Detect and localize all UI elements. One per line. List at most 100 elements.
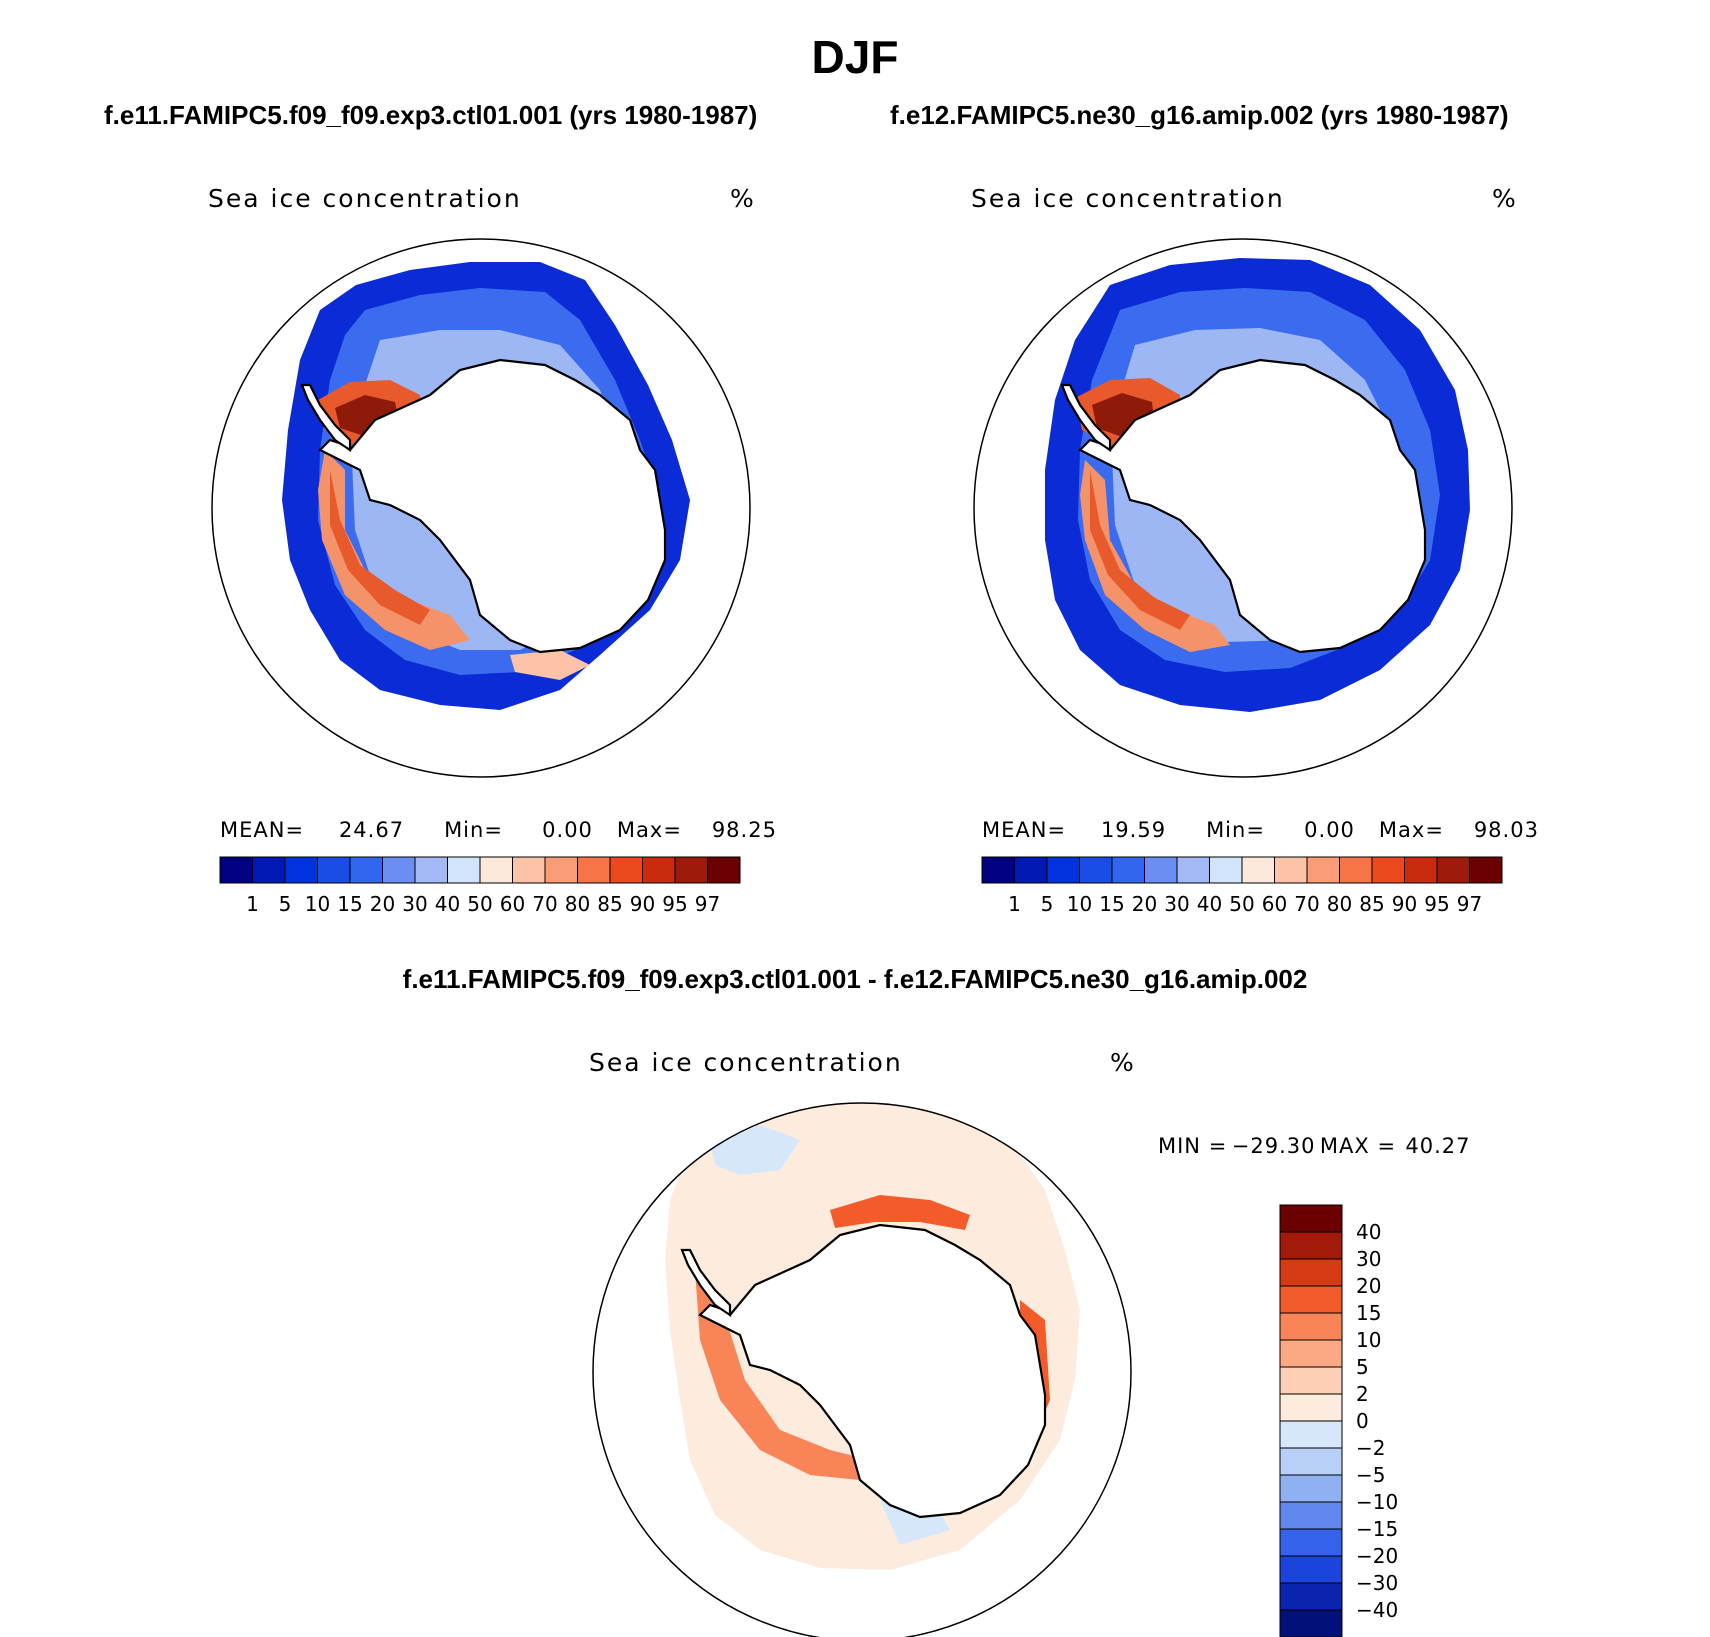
- difference-warm-rim-north: [830, 1195, 970, 1230]
- difference-min-label: MIN =: [1158, 1134, 1228, 1158]
- case-a-colorbar-tick-label: 40: [435, 892, 460, 916]
- case-b-colorbar-tick-label: 15: [1099, 892, 1124, 916]
- case-a-colorbar-tick-label: 70: [532, 892, 557, 916]
- difference-colorbar-tick-label: −5: [1356, 1463, 1385, 1487]
- case-b-stats: MEAN= 19.59 Min= 0.00 Max= 98.03: [982, 818, 1539, 842]
- case-b-ice-warm-core: [1090, 470, 1190, 630]
- case-b-title: f.e12.FAMIPC5.ne30_g16.amip.002 (yrs 198…: [890, 100, 1509, 130]
- difference-colorbar-swatch: [1279, 1447, 1343, 1476]
- case-b-colorbar-tick-label: 85: [1359, 892, 1384, 916]
- case-b-colorbar-tick-label: 60: [1262, 892, 1287, 916]
- case-b-max-label: Max=: [1378, 818, 1444, 842]
- difference-colorbar-swatch: [1279, 1609, 1343, 1637]
- case-b-colorbar-swatch: [1306, 856, 1340, 884]
- case-b-colorbar-tick-label: 5: [1041, 892, 1054, 916]
- case-a-max-value: 98.25: [711, 818, 777, 842]
- case-a-min-value: 0.00: [542, 818, 593, 842]
- case-a-colorbar-tick-label: 50: [467, 892, 492, 916]
- case-b-max-value: 98.03: [1473, 818, 1539, 842]
- difference-map: [592, 1102, 1132, 1637]
- difference-colorbar-tick-label: −10: [1356, 1490, 1398, 1514]
- case-b-colorbar-swatch: [1014, 856, 1048, 884]
- difference-colorbar-swatch: [1279, 1285, 1343, 1314]
- case-a-colorbar-swatch: [642, 856, 676, 884]
- difference-colorbar-swatch: [1279, 1258, 1343, 1287]
- difference-colorbar-swatch: [1279, 1312, 1343, 1341]
- case-b-colorbar-tick-label: 10: [1067, 892, 1092, 916]
- difference-colorbar-tick-label: 15: [1356, 1301, 1381, 1325]
- difference-colorbar-tick-label: −20: [1356, 1544, 1398, 1568]
- difference-colorbar-tick-label: 30: [1356, 1247, 1381, 1271]
- difference-colorbar-swatch: [1279, 1420, 1343, 1449]
- case-a-variable-label: Sea ice concentration: [208, 184, 522, 213]
- case-a-antarctica: [318, 358, 667, 654]
- case-a-colorbar-swatch: [447, 856, 481, 884]
- figure-title: DJF: [811, 31, 899, 83]
- case-a-colorbar-tick-label: 97: [695, 892, 720, 916]
- case-b-map: [973, 238, 1513, 778]
- case-b-colorbar-swatch: [1469, 856, 1503, 884]
- case-b-colorbar-tick-label: 20: [1132, 892, 1157, 916]
- case-b-colorbar-swatch: [1404, 856, 1438, 884]
- difference-colorbar-tick-label: −40: [1356, 1598, 1398, 1622]
- difference-units-label: %: [1110, 1048, 1136, 1077]
- case-a-ice-warm-core: [330, 470, 430, 625]
- case-a-colorbar-swatch: [512, 856, 546, 884]
- case-a-colorbar-swatch: [609, 856, 643, 884]
- case-a-colorbar-tick-label: 10: [305, 892, 330, 916]
- case-a-colorbar-swatch: [284, 856, 318, 884]
- case-b-antarctica: [1078, 358, 1427, 654]
- case-a-colorbar-swatch: [252, 856, 286, 884]
- case-b-colorbar-tick-label: 30: [1164, 892, 1189, 916]
- case-a-colorbar-tick-label: 60: [500, 892, 525, 916]
- difference-colorbar-tick-label: 20: [1356, 1274, 1381, 1298]
- case-b-colorbar-tick-label: 90: [1392, 892, 1417, 916]
- difference-colorbar-swatch: [1279, 1501, 1343, 1530]
- case-b-colorbar-swatch: [1209, 856, 1243, 884]
- case-b-colorbar-swatch: [1079, 856, 1113, 884]
- case-b-colorbar: 1 5 10 15 20 30 40 50 60 70 80 85 90 95 97: [981, 856, 1503, 916]
- case-b-colorbar-swatch: [1144, 856, 1178, 884]
- case-b-colorbar-tick-label: 40: [1197, 892, 1222, 916]
- difference-stats: MIN = −29.30 MAX = 40.27: [1158, 1134, 1471, 1158]
- case-a-mean-label: MEAN=: [220, 818, 305, 842]
- case-a-map: [211, 238, 751, 778]
- case-a-colorbar-tick-label: 90: [630, 892, 655, 916]
- difference-map-boundary: [592, 1102, 1132, 1637]
- case-a-colorbar-swatch: [317, 856, 351, 884]
- case-b-colorbar-tick-label: 97: [1457, 892, 1482, 916]
- case-a-title: f.e11.FAMIPC5.f09_f09.exp3.ctl01.001 (yr…: [104, 100, 758, 130]
- difference-colorbar-swatch: [1279, 1339, 1343, 1368]
- case-a-colorbar-swatch: [479, 856, 513, 884]
- case-b-colorbar-swatch: [1436, 856, 1470, 884]
- case-b-mean-value: 19.59: [1100, 818, 1167, 842]
- case-a-units-label: %: [730, 184, 756, 213]
- case-a-colorbar-tick-label: 80: [565, 892, 590, 916]
- difference-colorbar-swatch: [1279, 1555, 1343, 1584]
- case-b-colorbar-tick-label: 95: [1424, 892, 1449, 916]
- case-a-colorbar-tick-label: 95: [662, 892, 687, 916]
- difference-colorbar-swatch: [1279, 1366, 1343, 1395]
- case-b-colorbar-swatch: [1176, 856, 1210, 884]
- difference-colorbar-swatch: [1279, 1582, 1343, 1611]
- difference-colorbar-tick-label: −30: [1356, 1571, 1398, 1595]
- case-a-max-label: Max=: [616, 818, 682, 842]
- difference-variable-label: Sea ice concentration: [589, 1048, 903, 1077]
- case-a-colorbar-swatch: [577, 856, 611, 884]
- case-a-map-boundary: [211, 238, 751, 778]
- case-a-ice-warm-belt: [318, 450, 470, 650]
- case-a-mean-value: 24.67: [338, 818, 405, 842]
- case-b-colorbar-tick-label: 50: [1229, 892, 1254, 916]
- difference-colorbar-tick-label: −15: [1356, 1517, 1398, 1541]
- difference-light-blue-patch-1: [710, 1125, 800, 1175]
- case-b-peninsula: [1060, 383, 1112, 453]
- case-a-peninsula: [300, 383, 352, 453]
- difference-colorbar-swatch: [1279, 1393, 1343, 1422]
- case-b-units-label: %: [1492, 184, 1518, 213]
- difference-colorbar-swatch: [1279, 1528, 1343, 1557]
- case-b-colorbar-swatch: [1111, 856, 1145, 884]
- difference-colorbar-tick-label: 0: [1356, 1409, 1369, 1433]
- difference-title: f.e11.FAMIPC5.f09_f09.exp3.ctl01.001 - f…: [402, 964, 1308, 994]
- difference-antarctica: [698, 1223, 1047, 1519]
